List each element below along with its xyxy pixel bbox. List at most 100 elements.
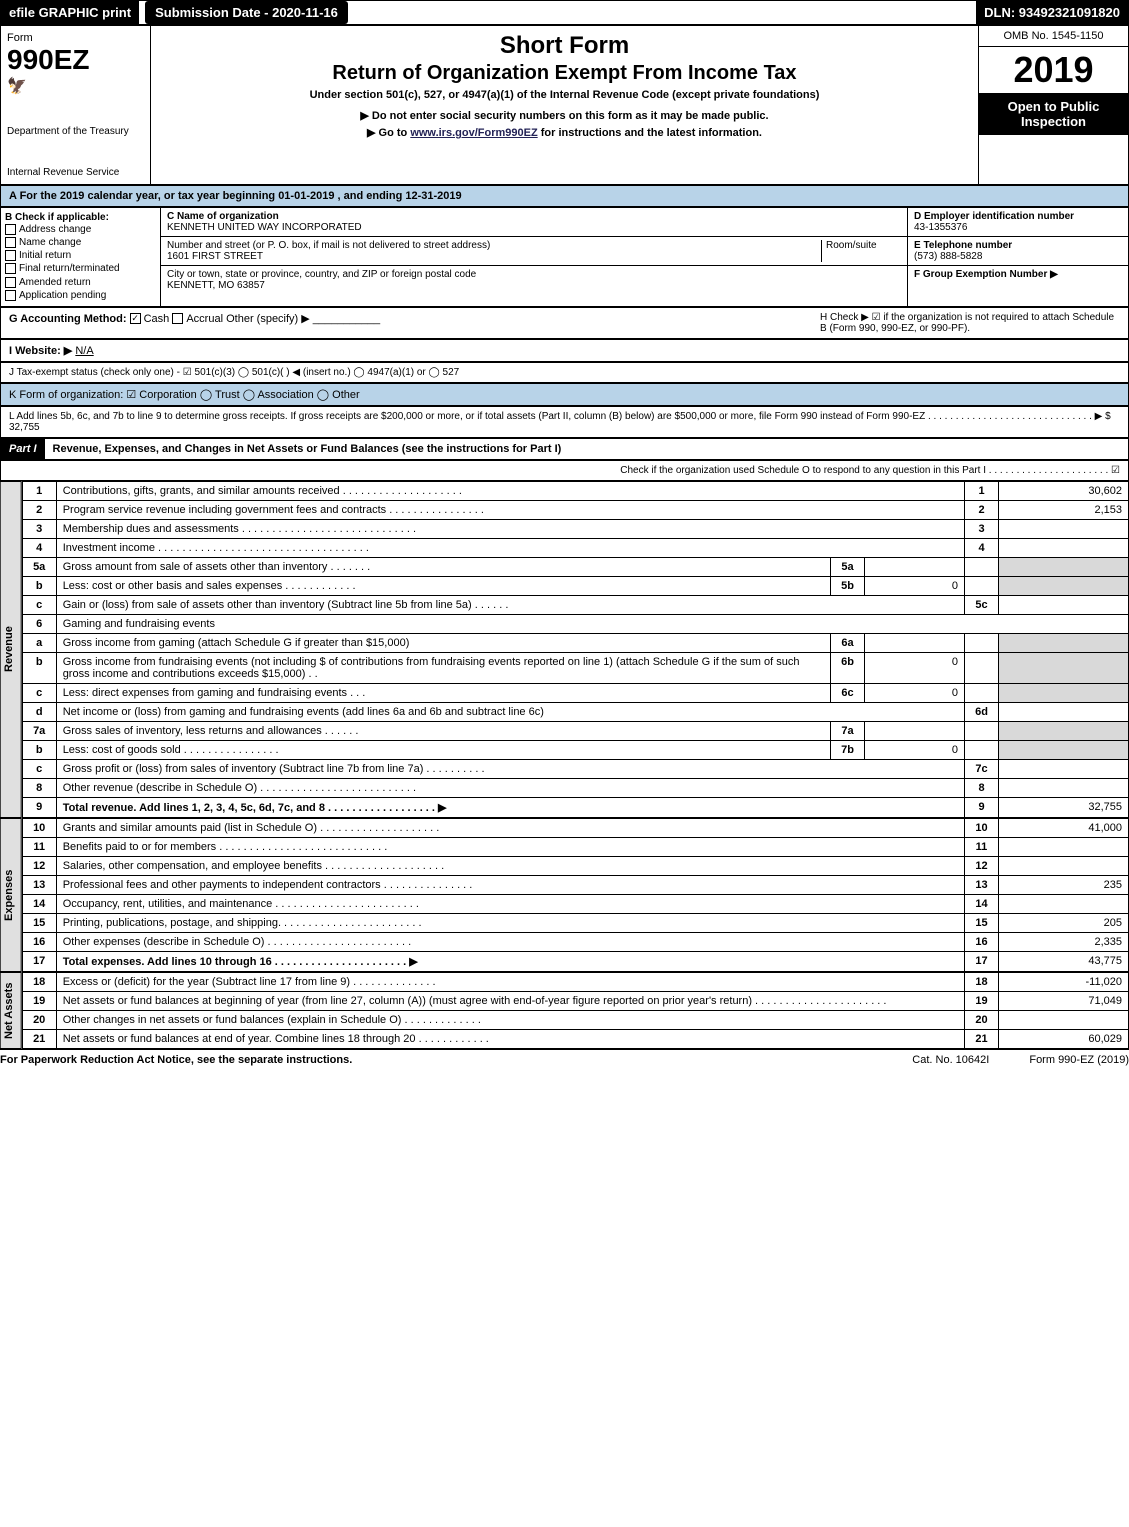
ein: 43-1355376: [914, 222, 1122, 233]
line-amount: [999, 759, 1129, 778]
line-amount: 32,755: [999, 797, 1129, 817]
line-amount: [999, 519, 1129, 538]
line-box-grey: [965, 740, 999, 759]
page-footer: For Paperwork Reduction Act Notice, see …: [0, 1049, 1129, 1070]
mid-box: 5a: [831, 557, 865, 576]
expenses-table: 10Grants and similar amounts paid (list …: [22, 818, 1129, 972]
omb-number: OMB No. 1545-1150: [979, 26, 1128, 47]
expenses-side-label: Expenses: [0, 818, 22, 972]
mid-amount: 0: [865, 576, 965, 595]
line-desc: Salaries, other compensation, and employ…: [56, 856, 964, 875]
line-amount: [999, 894, 1129, 913]
line-number: 20: [22, 1010, 56, 1029]
irs-link[interactable]: www.irs.gov/Form990EZ: [410, 127, 537, 139]
line-row: 17Total expenses. Add lines 10 through 1…: [22, 951, 1128, 971]
line-box: 6d: [965, 702, 999, 721]
line-number: b: [22, 740, 56, 759]
chk-initial-return[interactable]: Initial return: [5, 249, 156, 262]
box-d-label: D Employer identification number: [914, 211, 1122, 222]
part1-title: Revenue, Expenses, and Changes in Net As…: [45, 439, 1128, 459]
line-row: 1Contributions, gifts, grants, and simil…: [22, 481, 1128, 500]
line-desc: Net income or (loss) from gaming and fun…: [56, 702, 964, 721]
line-row: bGross income from fundraising events (n…: [22, 652, 1128, 683]
line-number: d: [22, 702, 56, 721]
line-number: 13: [22, 875, 56, 894]
line-amount: [999, 837, 1129, 856]
line-desc: Occupancy, rent, utilities, and maintena…: [56, 894, 964, 913]
line-amount: [999, 595, 1129, 614]
mid-box: 7a: [831, 721, 865, 740]
line-row: 18Excess or (deficit) for the year (Subt…: [22, 972, 1128, 991]
line-row: 8Other revenue (describe in Schedule O) …: [22, 778, 1128, 797]
line-desc: Membership dues and assessments . . . . …: [56, 519, 964, 538]
line-box: 16: [965, 932, 999, 951]
org-street: 1601 FIRST STREET: [167, 251, 821, 262]
line-desc: Gross income from gaming (attach Schedul…: [56, 633, 830, 652]
chk-amended[interactable]: Amended return: [5, 276, 156, 289]
cash-label: Cash: [144, 313, 170, 325]
line-box-grey: [965, 683, 999, 702]
room-suite-label: Room/suite: [821, 240, 901, 262]
box-c-name-label: C Name of organization: [167, 211, 901, 222]
line-box-grey: [965, 557, 999, 576]
chk-name-change[interactable]: Name change: [5, 236, 156, 249]
line-box: 2: [965, 500, 999, 519]
entity-block: B Check if applicable: Address change Na…: [0, 207, 1129, 307]
mid-amount: 0: [865, 683, 965, 702]
chk-final-return[interactable]: Final return/terminated: [5, 262, 156, 275]
submission-date: Submission Date - 2020-11-16: [145, 1, 348, 24]
line-amount: 235: [999, 875, 1129, 894]
eagle-icon: 🦅: [7, 76, 144, 96]
mid-amount: [865, 721, 965, 740]
line-row: 12Salaries, other compensation, and empl…: [22, 856, 1128, 875]
line-box: 4: [965, 538, 999, 557]
chk-pending[interactable]: Application pending: [5, 289, 156, 302]
line-number: 1: [22, 481, 56, 500]
line-number: 15: [22, 913, 56, 932]
line-row: 10Grants and similar amounts paid (list …: [22, 818, 1128, 837]
line-number: 17: [22, 951, 56, 971]
mid-amount: [865, 557, 965, 576]
line-amount: 43,775: [999, 951, 1129, 971]
form-number: 990EZ: [7, 44, 144, 76]
line-box: 9: [965, 797, 999, 817]
chk-address-change[interactable]: Address change: [5, 223, 156, 236]
mid-amount: 0: [865, 652, 965, 683]
line-desc: Excess or (deficit) for the year (Subtra…: [56, 972, 964, 991]
line-desc: Other changes in net assets or fund bala…: [56, 1010, 964, 1029]
line-number: c: [22, 595, 56, 614]
line-number: a: [22, 633, 56, 652]
box-l: L Add lines 5b, 6c, and 7b to line 9 to …: [0, 406, 1129, 438]
line-amount-grey: [999, 740, 1129, 759]
line-row: 13Professional fees and other payments t…: [22, 875, 1128, 894]
netassets-side-label: Net Assets: [0, 972, 22, 1049]
box-c-street-label: Number and street (or P. O. box, if mail…: [167, 240, 821, 251]
line-a-taxyear: A For the 2019 calendar year, or tax yea…: [0, 185, 1129, 207]
line-box: 20: [965, 1010, 999, 1029]
line-row: 19Net assets or fund balances at beginni…: [22, 991, 1128, 1010]
line-number: 7a: [22, 721, 56, 740]
line-number: 18: [22, 972, 56, 991]
line-amount-grey: [999, 683, 1129, 702]
line-row: 21Net assets or fund balances at end of …: [22, 1029, 1128, 1048]
line-row: bLess: cost or other basis and sales exp…: [22, 576, 1128, 595]
revenue-table: 1Contributions, gifts, grants, and simil…: [22, 481, 1129, 818]
line-number: b: [22, 576, 56, 595]
box-b-label: B Check if applicable:: [5, 212, 156, 223]
line-amount: 2,335: [999, 932, 1129, 951]
chk-cash[interactable]: ✓: [130, 313, 141, 324]
box-k: K Form of organization: ☑ Corporation ◯ …: [0, 383, 1129, 406]
mid-box: 7b: [831, 740, 865, 759]
line-desc: Less: cost or other basis and sales expe…: [56, 576, 830, 595]
line-box: 18: [965, 972, 999, 991]
line-amount: 2,153: [999, 500, 1129, 519]
netassets-table: 18Excess or (deficit) for the year (Subt…: [22, 972, 1129, 1049]
efile-label[interactable]: efile GRAPHIC print: [1, 1, 139, 24]
line-row: 6Gaming and fundraising events: [22, 614, 1128, 633]
chk-accrual[interactable]: [172, 313, 183, 324]
goto-suffix: for instructions and the latest informat…: [538, 127, 762, 139]
line-desc: Gross income from fundraising events (no…: [56, 652, 830, 683]
line-box: 19: [965, 991, 999, 1010]
line-amount: 60,029: [999, 1029, 1129, 1048]
phone: (573) 888-5828: [914, 251, 1122, 262]
